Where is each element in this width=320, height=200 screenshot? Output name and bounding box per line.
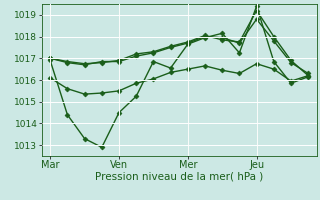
X-axis label: Pression niveau de la mer( hPa ): Pression niveau de la mer( hPa ) [95, 172, 263, 182]
